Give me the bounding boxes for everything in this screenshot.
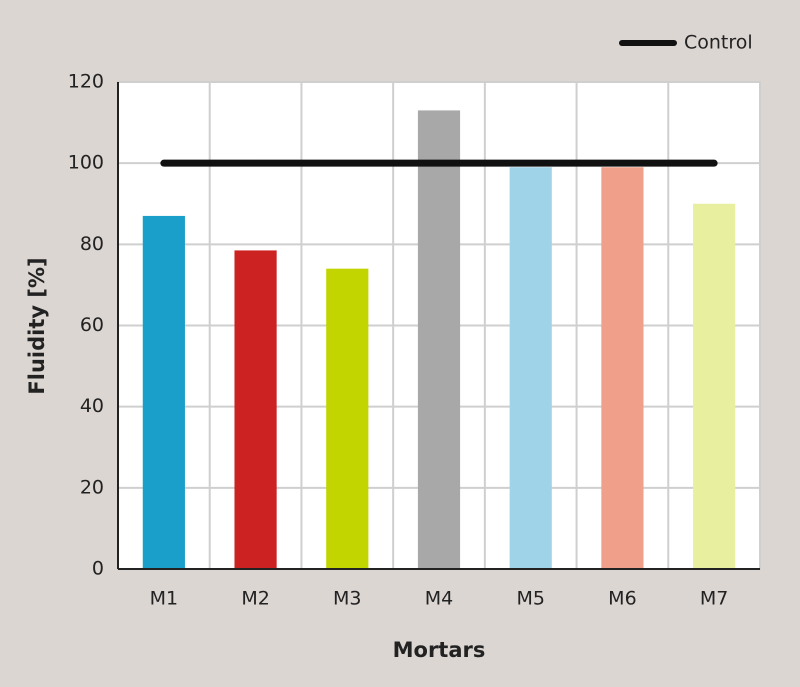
y-tick-label: 20: [80, 476, 104, 498]
x-tick-label: M5: [516, 588, 544, 610]
bar: [417, 110, 461, 570]
y-tick-label: 120: [68, 71, 104, 93]
bar: [693, 203, 736, 569]
bar: [234, 250, 277, 569]
bar: [601, 167, 644, 569]
bar: [326, 268, 369, 569]
legend-label: Control: [684, 32, 753, 54]
y-axis-title: Fluidity [%]: [25, 257, 49, 394]
y-tick-label: 0: [92, 558, 104, 580]
x-tick-label: M2: [241, 588, 269, 610]
x-tick-label: M4: [425, 588, 453, 610]
x-tick-label: M1: [150, 588, 178, 610]
bar: [142, 215, 185, 570]
y-tick-label: 40: [80, 395, 104, 417]
y-tick-label: 100: [68, 152, 104, 174]
x-tick-label: M3: [333, 588, 361, 610]
bar: [509, 167, 552, 569]
y-tick-label: 80: [80, 233, 104, 255]
x-tick-label: M7: [700, 588, 728, 610]
x-tick-label: M6: [608, 588, 636, 610]
y-tick-label: 60: [80, 314, 104, 336]
x-axis-title: Mortars: [393, 638, 486, 662]
